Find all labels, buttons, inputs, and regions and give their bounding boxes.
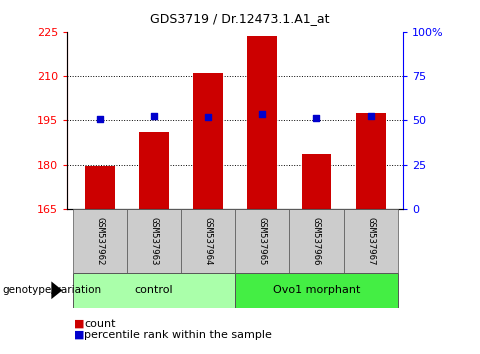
Bar [235, 209, 289, 273]
Text: GSM537963: GSM537963 [149, 217, 158, 265]
Bar [72, 209, 127, 273]
Text: genotype/variation: genotype/variation [2, 285, 102, 295]
Bar [344, 209, 398, 273]
Text: GSM537964: GSM537964 [204, 217, 213, 265]
Text: GSM537967: GSM537967 [366, 217, 375, 265]
Text: ■: ■ [74, 319, 85, 329]
Text: control: control [134, 285, 173, 295]
Point [96, 116, 104, 122]
Point [150, 113, 158, 119]
Bar [127, 209, 181, 273]
Bar [139, 132, 169, 209]
Point [258, 111, 266, 117]
Bar [193, 73, 223, 209]
Bar [301, 154, 331, 209]
Text: count: count [84, 319, 116, 329]
Bar [247, 36, 277, 209]
Point [367, 113, 374, 119]
Bar [181, 209, 235, 273]
Point [312, 115, 320, 120]
Point [204, 114, 212, 120]
Bar [72, 273, 235, 308]
Text: ■: ■ [74, 330, 85, 339]
Bar [356, 113, 385, 209]
Text: GDS3719 / Dr.12473.1.A1_at: GDS3719 / Dr.12473.1.A1_at [150, 12, 330, 25]
Text: percentile rank within the sample: percentile rank within the sample [84, 330, 272, 339]
Text: GSM537965: GSM537965 [258, 217, 267, 265]
Bar [85, 166, 115, 209]
Text: GSM537966: GSM537966 [312, 217, 321, 265]
Bar [289, 209, 344, 273]
Polygon shape [51, 281, 62, 299]
Bar [235, 273, 398, 308]
Text: GSM537962: GSM537962 [95, 217, 104, 265]
Text: Ovo1 morphant: Ovo1 morphant [273, 285, 360, 295]
